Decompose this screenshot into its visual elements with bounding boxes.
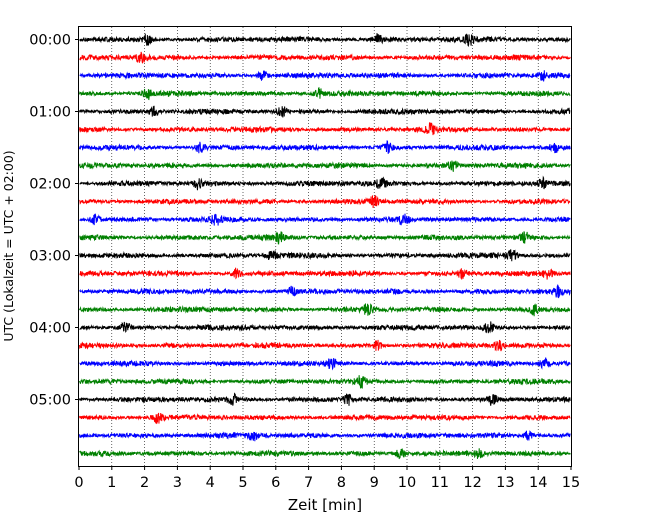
trace-0345 [79,303,571,317]
x-tick-label-10: 10 [398,475,416,491]
trace-0545 [79,448,571,460]
trace-0300 [79,249,571,262]
x-tick-label-9: 9 [370,475,379,491]
x-ticks: 0 1 2 3 4 5 6 7 8 9 10 11 12 13 14 15 [74,466,580,491]
trace-0245 [79,231,571,245]
trace-0130 [79,140,571,154]
x-tick-label-5: 5 [238,475,247,491]
y-tick-label-4: 04:00 [29,321,71,337]
x-tick-label-11: 11 [431,475,449,491]
y-ticks: 00:00 01:00 02:00 03:00 04:00 05:00 [29,33,79,409]
trace-0500 [79,392,571,406]
trace-0315 [79,267,571,280]
x-tick-label-15: 15 [562,475,580,491]
trace-0015 [79,51,571,64]
y-tick-label-5: 05:00 [29,393,71,409]
x-tick-label-4: 4 [206,475,215,491]
x-tick-label-7: 7 [304,475,313,491]
x-axis-label: Zeit [min] [288,496,362,514]
y-tick-label-1: 01:00 [29,105,71,121]
x-tick-label-12: 12 [463,475,481,491]
y-tick-label-3: 03:00 [29,249,71,265]
trace-0200 [79,175,571,191]
trace-0230 [79,213,571,226]
trace-0400 [79,321,571,334]
trace-0415 [79,339,571,352]
x-tick-label-3: 3 [173,475,182,491]
trace-0330 [79,283,571,299]
trace-layer [79,32,571,460]
trace-0030 [79,70,571,82]
y-axis-label: UTC (Lokalzeit = UTC + 02:00) [1,150,16,341]
trace-0100 [79,105,571,118]
trace-0145 [79,160,571,172]
trace-0530 [79,430,571,442]
trace-0515 [79,412,571,425]
trace-0045 [79,86,571,101]
x-tick-label-1: 1 [107,475,116,491]
x-tick-label-6: 6 [271,475,280,491]
trace-0115 [79,122,571,136]
trace-0445 [79,375,571,389]
y-tick-label-2: 02:00 [29,177,71,193]
x-tick-label-2: 2 [140,475,149,491]
x-tick-label-13: 13 [496,475,514,491]
trace-0000 [79,32,571,48]
trace-0215 [79,195,571,208]
x-tick-label-14: 14 [529,475,547,491]
x-tick-label-8: 8 [337,475,346,491]
vertical-grid [111,27,539,466]
plot-frame [78,26,572,467]
x-tick-label-0: 0 [74,475,83,491]
y-tick-label-0: 00:00 [29,33,71,49]
trace-0430 [79,357,571,371]
